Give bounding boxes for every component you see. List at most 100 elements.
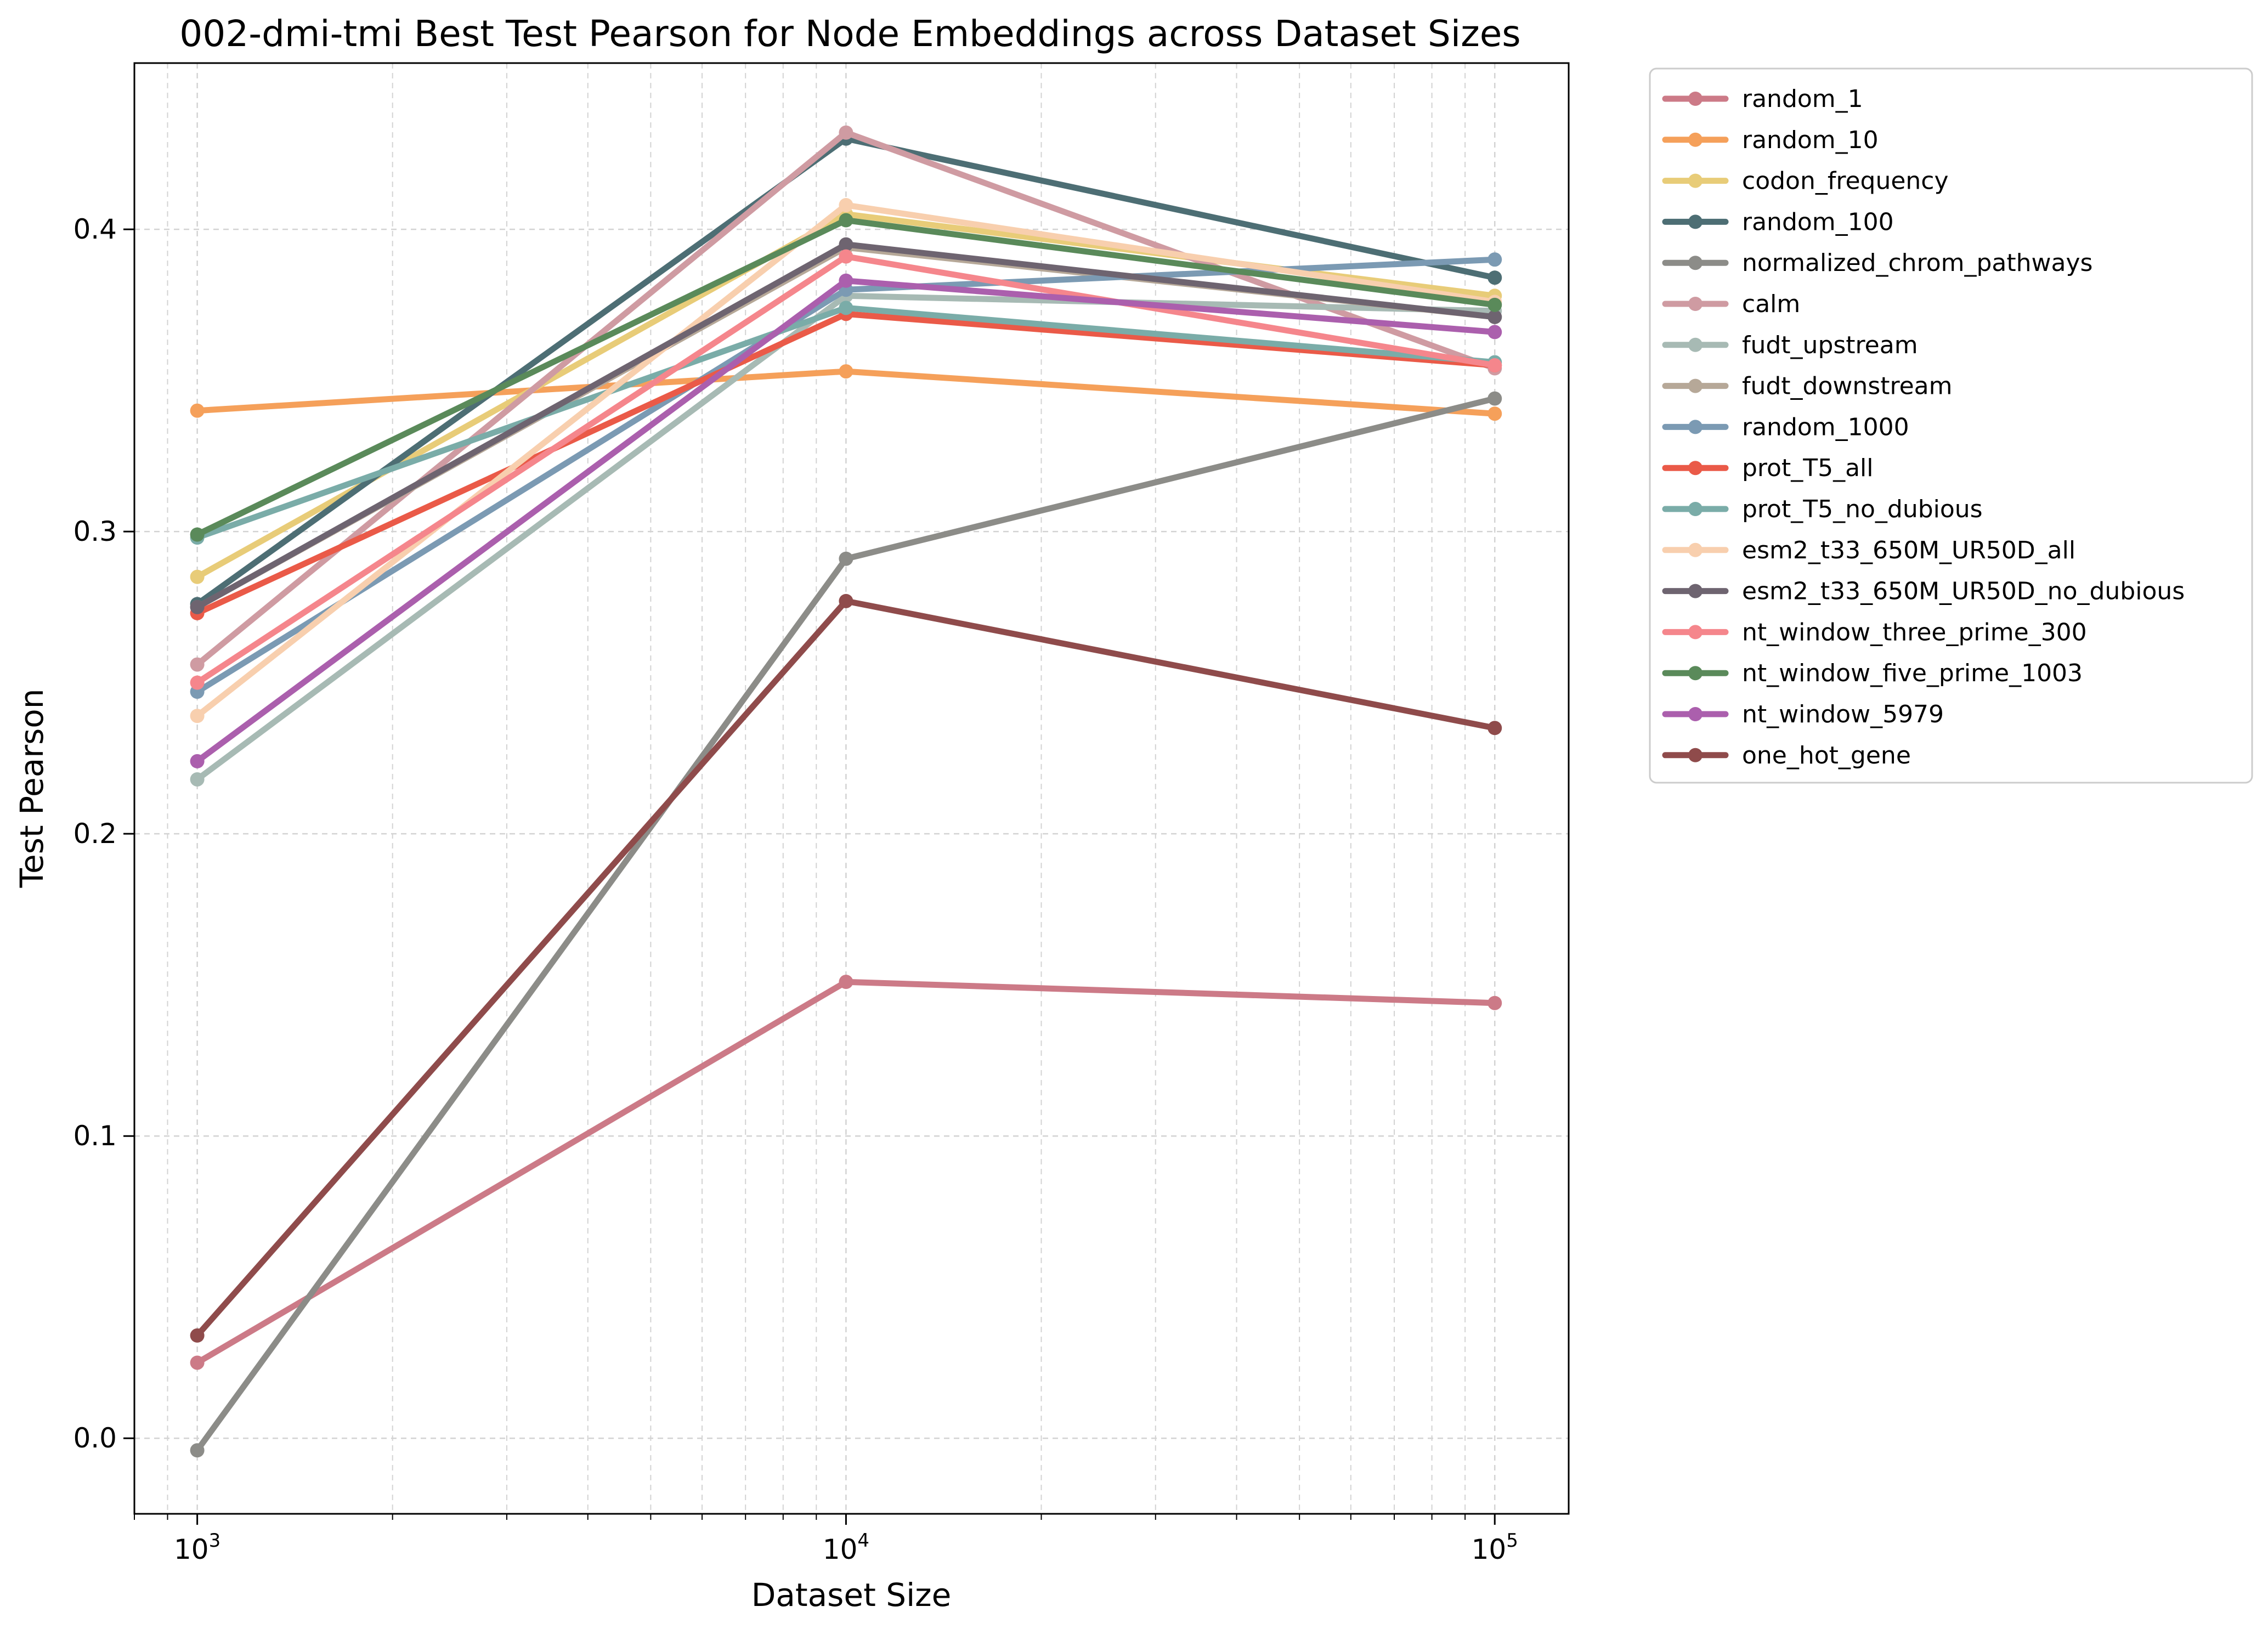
legend-swatch-marker	[1688, 542, 1703, 557]
x-tick-label: 104	[823, 1530, 869, 1565]
series-esm2_t33_650M_UR50D_no_dubious	[190, 237, 1502, 614]
legend-item: nt_window_three_prime_300	[1662, 618, 2087, 646]
legend-label: random_100	[1742, 208, 1894, 236]
data-point	[839, 301, 853, 315]
legend: random_1 random_10 codon_frequency random_1…	[1649, 67, 2253, 784]
data-point	[190, 527, 205, 542]
series-normalized_chrom_pathways	[190, 391, 1502, 1458]
legend-label: esm2_t33_650M_UR50D_no_dubious	[1742, 578, 2185, 606]
y-axis-label: Test Pearson	[13, 688, 50, 888]
legend-item: esm2_t33_650M_UR50D_all	[1662, 536, 2075, 564]
data-point	[190, 1443, 205, 1458]
legend-swatch-marker	[1688, 420, 1703, 434]
legend-item: calm	[1662, 290, 1800, 318]
legend-label: prot_T5_no_dubious	[1742, 495, 1983, 523]
plot-frame	[133, 62, 1570, 1515]
legend-swatch-marker	[1688, 502, 1703, 516]
legend-item: codon_frequency	[1662, 167, 1949, 195]
legend-item: one_hot_gene	[1662, 742, 1911, 770]
legend-swatch-marker	[1688, 748, 1703, 762]
series-nt_window_five_prime_1003	[190, 213, 1502, 542]
data-point	[190, 675, 205, 690]
data-point	[1488, 297, 1502, 312]
data-point	[839, 237, 853, 252]
legend-item: esm2_t33_650M_UR50D_no_dubious	[1662, 578, 2185, 606]
legend-item: nt_window_five_prime_1003	[1662, 659, 2083, 687]
legend-swatch-marker	[1688, 214, 1703, 229]
x-tick-base: 10	[174, 1534, 209, 1565]
y-tick-label: 0.4	[73, 213, 117, 245]
data-point	[1488, 252, 1502, 267]
data-point	[190, 657, 205, 672]
data-point	[190, 403, 205, 418]
data-point	[1488, 996, 1502, 1010]
data-point	[1488, 325, 1502, 340]
legend-label: nt_window_three_prime_300	[1742, 618, 2087, 646]
x-tick-label: 103	[174, 1530, 220, 1565]
legend-item: nt_window_5979	[1662, 700, 1944, 728]
data-point	[1488, 358, 1502, 373]
data-point	[839, 213, 853, 228]
data-point	[839, 364, 853, 379]
y-tick-label: 0.3	[73, 516, 117, 547]
legend-swatch-marker	[1688, 625, 1703, 640]
legend-label: fudt_upstream	[1742, 331, 1918, 359]
legend-swatch-marker	[1688, 173, 1703, 188]
chart-title: 002-dmi-tmi Best Test Pearson for Node E…	[179, 13, 1520, 55]
data-point	[190, 1355, 205, 1370]
legend-item: fudt_downstream	[1662, 372, 1952, 400]
legend-label: random_1000	[1742, 413, 1909, 441]
data-point	[839, 249, 853, 264]
series-lines	[190, 125, 1502, 1458]
legend-item: random_1	[1662, 85, 1863, 113]
data-point	[839, 551, 853, 566]
legend-label: random_1	[1742, 85, 1863, 113]
x-tick-exponent: 3	[209, 1530, 221, 1552]
data-point	[839, 593, 853, 608]
legend-swatch-marker	[1688, 92, 1703, 106]
data-point	[190, 569, 205, 584]
legend-swatch-marker	[1688, 666, 1703, 681]
series-one_hot_gene	[190, 593, 1502, 1343]
legend-swatch-marker	[1688, 378, 1703, 393]
legend-label: random_10	[1742, 126, 1879, 154]
series-random_1	[190, 975, 1502, 1370]
data-point	[1488, 391, 1502, 406]
legend-swatch-marker	[1688, 132, 1703, 147]
series-nt_window_three_prime_300	[190, 249, 1502, 690]
legend-item: fudt_upstream	[1662, 331, 1918, 359]
legend-label: esm2_t33_650M_UR50D_all	[1742, 536, 2075, 564]
data-point	[190, 599, 205, 614]
legend-swatch-marker	[1688, 256, 1703, 270]
y-tick-label: 0.1	[73, 1120, 117, 1152]
data-point	[1488, 309, 1502, 324]
legend-swatch-marker	[1688, 337, 1703, 352]
legend-swatch-marker	[1688, 707, 1703, 721]
legend-item: prot_T5_no_dubious	[1662, 495, 1983, 523]
data-point	[839, 197, 853, 212]
data-point	[1488, 406, 1502, 421]
legend-frame	[1649, 67, 2253, 784]
legend-label: nt_window_five_prime_1003	[1742, 659, 2083, 687]
series-line	[194, 598, 1498, 1339]
data-point	[190, 1328, 205, 1343]
x-tick-exponent: 5	[1506, 1530, 1518, 1552]
legend-item: random_100	[1662, 208, 1894, 236]
data-point	[190, 754, 205, 768]
legend-label: one_hot_gene	[1742, 742, 1911, 770]
legend-swatch-marker	[1688, 584, 1703, 598]
legend-label: prot_T5_all	[1742, 454, 1874, 482]
data-point	[839, 125, 853, 140]
legend-label: codon_frequency	[1742, 167, 1949, 195]
x-tick-base: 10	[1472, 1534, 1507, 1565]
data-point	[839, 273, 853, 288]
legend-label: normalized_chrom_pathways	[1742, 249, 2092, 277]
legend-item: normalized_chrom_pathways	[1662, 249, 2092, 277]
x-tick-label: 105	[1472, 1530, 1518, 1565]
y-tick-label: 0.0	[73, 1422, 117, 1454]
x-tick-exponent: 4	[857, 1530, 869, 1552]
y-tick-label: 0.2	[73, 818, 117, 850]
data-point	[1488, 721, 1502, 736]
